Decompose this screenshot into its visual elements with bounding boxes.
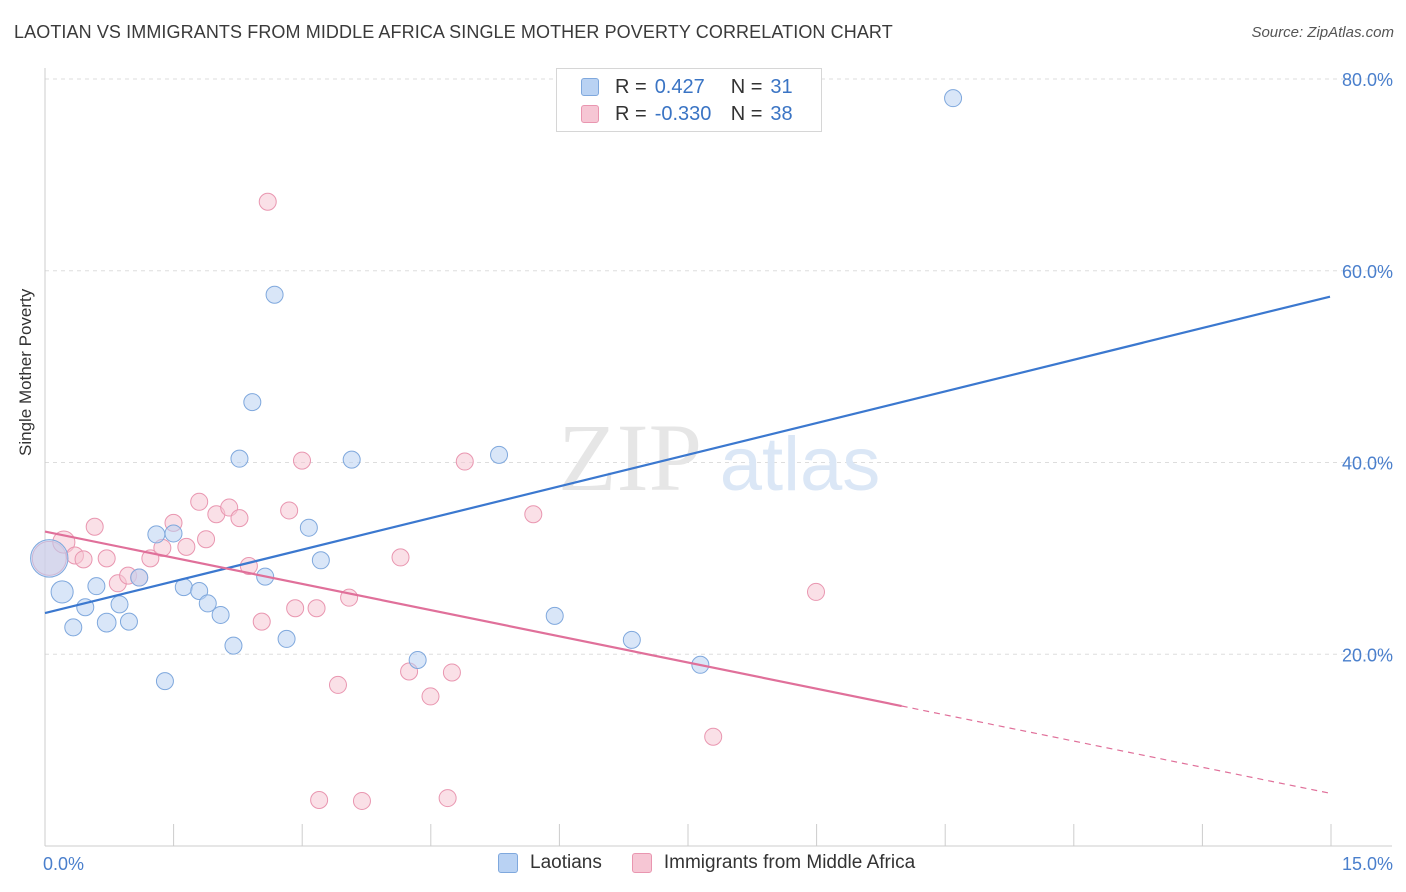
data-point-laotians <box>408 651 427 670</box>
data-point-laotians <box>50 580 74 604</box>
data-point-middle-africa <box>391 548 410 567</box>
data-point-middle-africa <box>286 599 305 618</box>
x-tick-label-min: 0.0% <box>43 854 84 874</box>
series-immigrants-middle-africa-points <box>31 192 825 810</box>
data-point-laotians <box>230 449 249 468</box>
chart-title: LAOTIAN VS IMMIGRANTS FROM MIDDLE AFRICA… <box>14 22 893 42</box>
legend-item-middle-africa: Immigrants from Middle Africa <box>631 852 916 874</box>
legend-n-label: N = <box>730 102 763 125</box>
y-tick-label: 20.0% <box>1342 645 1393 665</box>
data-point-middle-africa <box>74 550 93 569</box>
data-point-laotians <box>110 595 129 614</box>
series-laotians-points <box>30 89 963 691</box>
data-point-laotians <box>130 568 149 587</box>
legend-r-value: 0.427 <box>654 75 705 98</box>
data-point-laotians <box>545 606 564 625</box>
legend-label-laotians: Laotians <box>530 852 602 873</box>
data-point-middle-africa <box>421 687 440 706</box>
axes <box>44 68 1392 847</box>
trend-line-laotians <box>44 295 1331 615</box>
data-point-laotians <box>147 525 166 544</box>
legend-n-value: 38 <box>770 102 793 125</box>
data-point-middle-africa <box>807 582 825 601</box>
watermark-atlas: atlas <box>720 422 881 507</box>
tick-labels: 20.0% 40.0% 60.0% 80.0% 0.0% 15.0% <box>43 70 1393 874</box>
data-point-laotians <box>277 629 296 648</box>
data-point-middle-africa <box>524 505 543 524</box>
legend-swatch-blue <box>498 853 518 873</box>
data-point-laotians <box>311 551 330 570</box>
data-point-middle-africa <box>197 530 216 549</box>
data-point-middle-africa <box>704 727 723 746</box>
legend-r-label: R = <box>615 75 647 98</box>
data-point-middle-africa <box>442 663 461 682</box>
data-point-middle-africa <box>190 492 209 511</box>
data-point-laotians <box>64 618 83 637</box>
legend-n-label: N = <box>730 75 763 98</box>
legend-r-label: R = <box>615 102 647 125</box>
correlation-legend: R = 0.427 N = 31 R = -0.330 N = 38 <box>556 68 822 132</box>
data-point-middle-africa <box>328 675 347 694</box>
data-point-middle-africa <box>293 451 311 470</box>
x-tick-label-max: 15.0% <box>1342 854 1393 874</box>
data-point-laotians <box>87 577 106 596</box>
data-point-middle-africa <box>310 790 329 809</box>
data-point-middle-africa <box>280 501 299 520</box>
source-label: Source: ZipAtlas.com <box>1251 24 1394 41</box>
y-tick-label: 80.0% <box>1342 70 1393 90</box>
data-point-middle-africa <box>352 791 371 810</box>
legend-item-laotians: Laotians <box>498 852 602 874</box>
trend-line-middle-africa-extrapolated <box>901 705 1331 794</box>
data-point-laotians <box>96 612 117 633</box>
data-point-middle-africa <box>455 452 474 471</box>
data-point-middle-africa <box>258 192 277 211</box>
data-point-middle-africa <box>307 599 326 618</box>
data-point-middle-africa <box>230 509 249 528</box>
legend-swatch-blue <box>581 78 599 96</box>
data-point-laotians <box>265 285 284 304</box>
data-point-laotians <box>490 445 509 464</box>
legend-swatch-pink <box>631 853 652 873</box>
data-point-laotians <box>224 636 243 655</box>
data-point-laotians <box>299 518 318 537</box>
y-axis-label: Single Mother Poverty <box>16 288 35 456</box>
data-point-laotians <box>155 672 174 691</box>
data-point-laotians <box>119 612 138 631</box>
legend-r-value: -0.330 <box>654 102 712 125</box>
data-point-middle-africa <box>438 789 457 808</box>
data-point-laotians <box>30 539 69 578</box>
data-point-laotians <box>622 630 641 649</box>
trend-lines <box>44 295 1331 794</box>
legend-n-value: 31 <box>770 75 793 98</box>
trend-line-middle-africa <box>44 530 902 708</box>
data-point-middle-africa <box>85 517 104 536</box>
data-point-laotians <box>198 594 217 613</box>
legend-row-laotians: R = 0.427 N = 31 <box>581 75 793 99</box>
legend-row-middle-africa: R = -0.330 N = 38 <box>581 102 793 126</box>
data-point-laotians <box>243 393 262 412</box>
legend-label-middle-africa: Immigrants from Middle Africa <box>663 852 916 873</box>
data-point-laotians <box>190 581 209 600</box>
data-point-laotians <box>342 450 361 469</box>
gridlines <box>45 78 1392 655</box>
data-point-middle-africa <box>252 612 271 631</box>
series-legend: Laotians Immigrants from Middle Africa <box>498 852 945 874</box>
y-tick-label: 40.0% <box>1342 454 1393 474</box>
data-point-middle-africa <box>177 537 196 556</box>
data-point-laotians <box>944 89 963 108</box>
data-point-laotians <box>164 524 183 543</box>
data-point-middle-africa <box>97 549 116 568</box>
y-tick-label: 60.0% <box>1342 262 1393 282</box>
data-point-laotians <box>211 605 230 624</box>
legend-swatch-pink <box>581 105 599 123</box>
